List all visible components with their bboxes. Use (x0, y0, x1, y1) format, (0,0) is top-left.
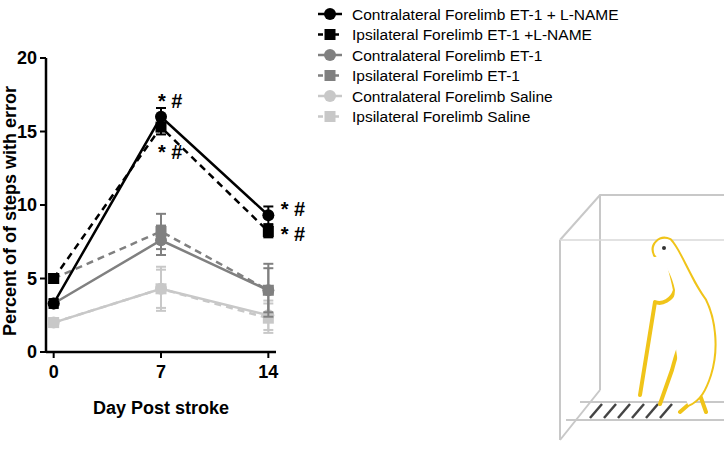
x-tick-label: 14 (258, 362, 278, 382)
legend-label: Contralateral Forelimb ET-1 (352, 47, 542, 64)
error-cap (156, 133, 166, 135)
ladder-rung (590, 404, 602, 418)
series-line (54, 127, 269, 278)
error-bar (156, 270, 166, 308)
ladder-rung (618, 404, 630, 418)
series-line (54, 117, 269, 304)
data-point (48, 273, 59, 284)
rat-eye (662, 246, 666, 250)
legend-label: Ipsilateral Forelimb ET-1 (352, 67, 520, 84)
rat-body (654, 239, 715, 405)
ladder-rung (632, 404, 644, 418)
data-point (156, 283, 167, 294)
legend-label: Contralateral Forelimb Saline (352, 88, 553, 105)
legend-marker (325, 70, 336, 81)
data-point (262, 284, 274, 296)
data-point (48, 317, 60, 329)
series-line (54, 231, 269, 290)
plot-area (48, 108, 275, 333)
y-tick (40, 131, 46, 133)
annotation: * # (281, 198, 305, 220)
legend-marker (324, 8, 336, 20)
x-tick-label: 0 (49, 362, 59, 382)
error-cap (156, 254, 166, 256)
annotation: * # (158, 141, 182, 163)
chart: 051015200714Day Post strokePercent of of… (0, 0, 724, 453)
legend-marker (325, 29, 336, 40)
error-cap (263, 263, 273, 265)
error-cap (156, 269, 166, 271)
ladder-rail (566, 402, 724, 420)
legend-label: Contralateral Forelimb ET-1 + L-NAME (352, 6, 619, 23)
x-tick (53, 352, 55, 358)
error-cap (263, 316, 273, 318)
x-axis-title: Day Post stroke (93, 398, 229, 418)
error-cap (156, 310, 166, 312)
error-bar (156, 267, 166, 311)
y-tick (40, 278, 46, 280)
error-bar (263, 264, 273, 317)
legend: Contralateral Forelimb ET-1 + L-NAME Ipsi… (318, 6, 619, 126)
y-tick (40, 57, 46, 59)
x-tick (160, 352, 162, 358)
y-axis-title: Percent of of steps with error (0, 86, 20, 336)
error-bar (263, 268, 273, 312)
ladder-rung (604, 404, 616, 418)
rat-outline (640, 239, 715, 412)
error-cap (263, 205, 273, 207)
error-cap (156, 307, 166, 309)
legend-marker (324, 49, 336, 61)
error-bar (263, 226, 273, 238)
data-point (48, 317, 59, 328)
error-cap (156, 266, 166, 268)
y-tick (40, 204, 46, 206)
error-cap (263, 311, 273, 313)
data-point (48, 297, 60, 309)
error-bar (156, 226, 166, 255)
x-tick-label: 7 (156, 362, 166, 382)
data-point (263, 226, 274, 237)
legend-marker (325, 111, 336, 122)
y-tick-label: 20 (17, 48, 37, 68)
error-cap (156, 225, 166, 227)
annotation: * # (158, 90, 182, 112)
error-cap (263, 332, 273, 334)
error-cap (263, 223, 273, 225)
data-point (48, 297, 60, 309)
y-tick-label: 5 (27, 269, 37, 289)
y-tick-label: 0 (27, 342, 37, 362)
data-point (263, 285, 274, 296)
error-cap (263, 329, 273, 331)
legend-label: Ipsilateral Forelimb ET-1 +L-NAME (352, 26, 592, 43)
data-point (155, 234, 167, 246)
error-cap (263, 267, 273, 269)
ladder-wall (560, 195, 724, 440)
error-bar (263, 206, 273, 224)
y-tick (40, 351, 46, 353)
data-point (155, 283, 167, 295)
data-point (262, 209, 274, 221)
ladder-rung (660, 404, 672, 418)
annotation: * # (281, 223, 305, 245)
legend-label: Ipsilateral Forelimb Saline (352, 108, 530, 125)
x-tick (267, 352, 269, 358)
error-cap (156, 213, 166, 215)
legend-marker (324, 90, 336, 102)
data-point (48, 273, 59, 284)
ladder-rung (646, 404, 658, 418)
illustration (560, 195, 724, 440)
error-cap (156, 125, 166, 127)
ladder-wall (560, 239, 724, 241)
data-point (155, 111, 167, 123)
